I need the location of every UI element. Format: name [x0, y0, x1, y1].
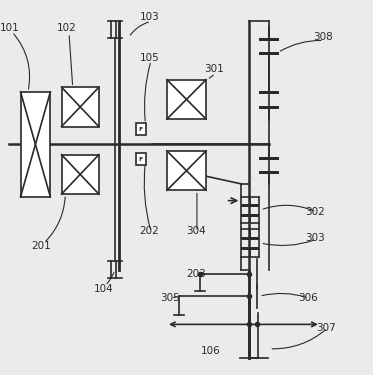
Bar — [62, 87, 99, 127]
Text: 305: 305 — [160, 293, 179, 303]
Text: 103: 103 — [140, 12, 159, 22]
Text: F: F — [139, 127, 143, 132]
Text: 104: 104 — [94, 284, 113, 294]
Text: 302: 302 — [305, 207, 325, 217]
Bar — [62, 154, 99, 194]
Text: 304: 304 — [186, 226, 206, 236]
Text: 102: 102 — [57, 23, 76, 33]
Text: 106: 106 — [201, 346, 220, 355]
Bar — [167, 151, 206, 190]
Text: 306: 306 — [298, 293, 317, 303]
Text: 203: 203 — [186, 269, 206, 279]
Text: F: F — [139, 157, 143, 162]
Text: 308: 308 — [313, 33, 332, 42]
Text: 101: 101 — [0, 23, 20, 33]
Bar — [136, 153, 146, 165]
Bar — [136, 123, 146, 135]
Bar — [167, 80, 206, 119]
Text: 202: 202 — [140, 226, 159, 236]
Text: 307: 307 — [317, 323, 336, 333]
Text: 303: 303 — [305, 233, 325, 243]
Bar — [21, 92, 50, 197]
Text: 201: 201 — [31, 241, 51, 250]
Text: 301: 301 — [205, 64, 224, 74]
Text: 105: 105 — [140, 53, 159, 63]
